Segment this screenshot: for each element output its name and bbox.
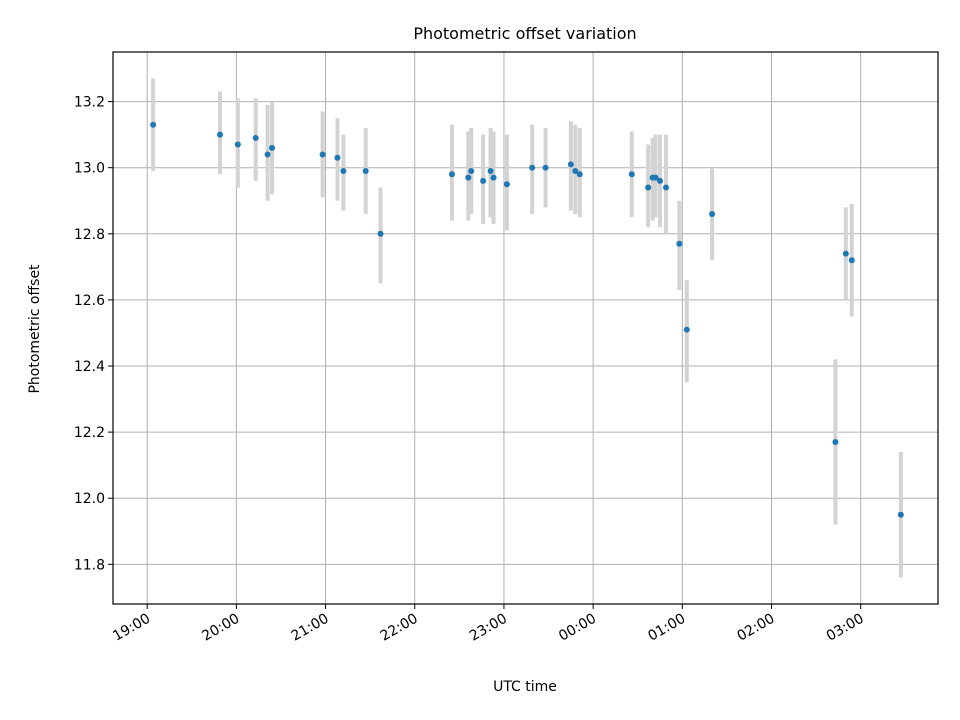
plot-frame: [112, 51, 939, 605]
x-tick-label: 21:00: [289, 611, 332, 645]
x-tick-label: 01:00: [645, 611, 688, 645]
data-point: [576, 171, 583, 178]
data-point: [269, 144, 276, 151]
data-point: [362, 167, 369, 174]
data-point: [897, 511, 904, 518]
data-point: [657, 177, 664, 184]
data-point: [487, 167, 494, 174]
x-axis-ticks: 19:00 20:00 21:00 22:00 23:00 00:00 01:00 02:00…: [110, 604, 867, 645]
data-point: [490, 174, 497, 181]
chart-title: Photometric offset variation: [413, 24, 636, 43]
data-point: [645, 184, 652, 191]
data-point: [150, 121, 157, 128]
y-tick-label: 13.0: [74, 161, 105, 177]
data-point: [676, 240, 683, 247]
data-point: [234, 141, 241, 148]
data-point: [340, 167, 347, 174]
y-tick-label: 13.2: [74, 95, 105, 111]
data-point: [480, 177, 487, 184]
data-point: [529, 164, 536, 171]
data-point: [683, 326, 690, 333]
data-point: [448, 171, 455, 178]
data-point: [319, 151, 326, 158]
x-tick-label: 00:00: [556, 611, 599, 645]
data-point: [334, 154, 341, 161]
y-tick-label: 12.4: [74, 359, 105, 375]
x-tick-label: 22:00: [378, 611, 421, 645]
x-tick-label: 03:00: [824, 611, 867, 645]
data-point: [503, 181, 510, 188]
data-point: [572, 167, 579, 174]
data-point: [377, 230, 384, 237]
y-axis-label: Photometric offset: [27, 264, 43, 394]
x-tick-label: 20:00: [199, 611, 242, 645]
y-tick-label: 11.8: [74, 557, 105, 573]
y-axis-ticks: 11.8 12.0 12.2 12.4 12.6 12.8 13.0 13.2: [74, 95, 113, 573]
x-tick-label: 02:00: [735, 611, 778, 645]
data-point: [842, 250, 849, 257]
data-point: [652, 174, 659, 181]
x-tick-label: 23:00: [467, 611, 510, 645]
data-point: [264, 151, 271, 158]
data-point: [252, 134, 259, 141]
y-tick-label: 12.2: [74, 425, 105, 441]
data-point: [542, 164, 549, 171]
x-axis-label: UTC time: [493, 679, 557, 695]
data-point: [709, 210, 716, 217]
data-points: [150, 121, 904, 518]
data-point: [465, 174, 472, 181]
data-point: [832, 439, 839, 446]
y-tick-label: 12.8: [74, 227, 105, 243]
y-tick-label: 12.6: [74, 293, 105, 309]
data-point: [848, 257, 855, 264]
data-point: [217, 131, 224, 138]
grid-lines: [113, 52, 938, 604]
data-point: [468, 167, 475, 174]
data-point: [567, 161, 574, 168]
data-point: [662, 184, 669, 191]
x-tick-label: 19:00: [110, 611, 153, 645]
y-tick-label: 12.0: [74, 491, 105, 507]
data-point: [628, 171, 635, 178]
